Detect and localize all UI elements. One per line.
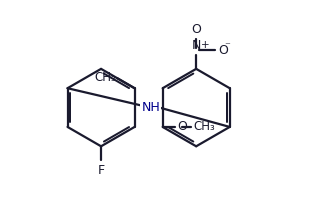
Text: CH₃: CH₃	[193, 121, 215, 134]
Text: O: O	[177, 121, 187, 134]
Text: N: N	[191, 39, 201, 52]
Text: NH: NH	[141, 101, 160, 114]
Text: O: O	[191, 23, 201, 36]
Text: +: +	[201, 40, 210, 50]
Text: CH₃: CH₃	[95, 71, 116, 84]
Text: ⁻: ⁻	[224, 41, 230, 52]
Text: F: F	[97, 164, 105, 177]
Text: O: O	[218, 43, 228, 56]
